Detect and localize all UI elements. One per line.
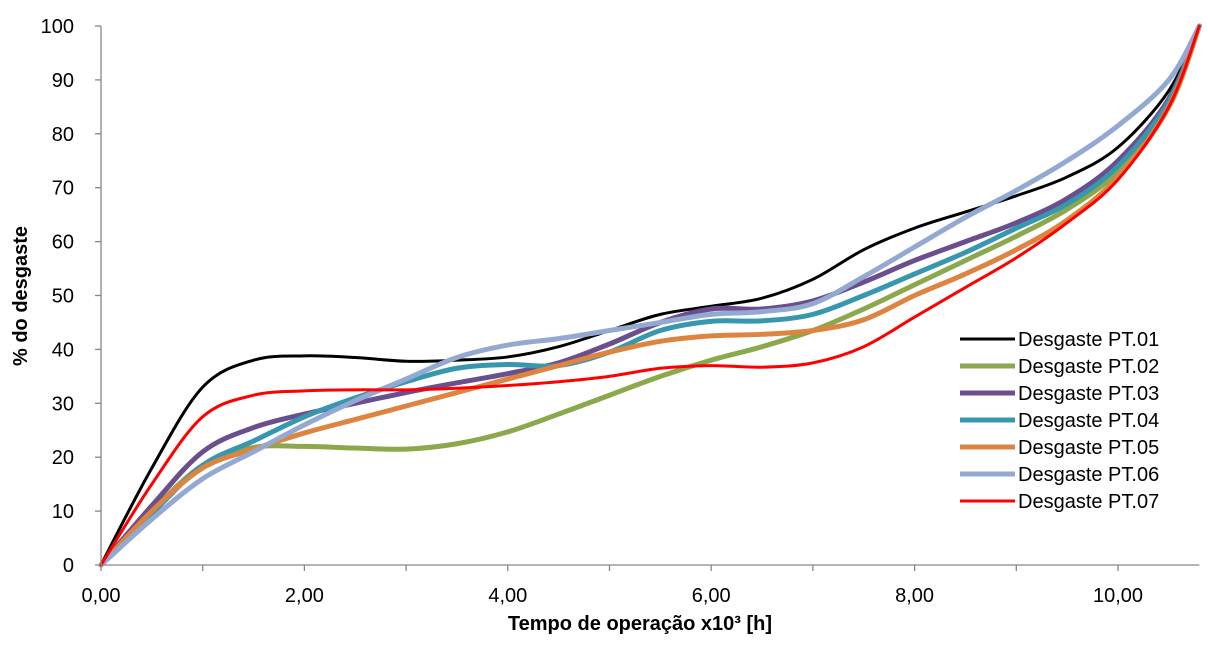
tick-marks <box>95 25 1119 571</box>
y-tick-label: 10 <box>52 501 74 523</box>
x-tick-label: 4,00 <box>488 585 527 607</box>
y-axis-title: % do desgaste <box>10 226 32 366</box>
x-tick-label: 0,00 <box>82 585 121 607</box>
y-tick-label: 30 <box>52 393 74 415</box>
legend: Desgaste PT.01 Desgaste PT.02 Desgaste PT.… <box>960 329 1159 513</box>
legend-item: Desgaste PT.04 <box>960 410 1159 432</box>
series-line-4 <box>98 23 1202 568</box>
y-tick-label: 0 <box>63 555 74 577</box>
legend-item: Desgaste PT.07 <box>960 491 1159 513</box>
legend-item: Desgaste PT.01 <box>960 329 1159 351</box>
y-tick-label: 50 <box>52 286 74 308</box>
legend-item: Desgaste PT.02 <box>960 356 1159 378</box>
series-line-5 <box>98 23 1202 568</box>
series-line-6 <box>98 23 1202 568</box>
series-line-1 <box>99 24 1201 567</box>
legend-label: Desgaste PT.01 <box>1018 329 1159 351</box>
legend-label: Desgaste PT.03 <box>1018 383 1159 405</box>
series-line-7 <box>99 24 1201 567</box>
x-axis-title: Tempo de operação x10³ [h] <box>508 613 772 635</box>
y-tick-label: 100 <box>41 16 74 38</box>
y-tick-label: 20 <box>52 447 74 469</box>
legend-item: Desgaste PT.06 <box>960 464 1159 486</box>
legend-label: Desgaste PT.05 <box>1018 437 1159 459</box>
y-tick-label: 90 <box>52 70 74 92</box>
legend-item: Desgaste PT.03 <box>960 383 1159 405</box>
legend-label: Desgaste PT.04 <box>1018 410 1159 432</box>
y-tick-label: 60 <box>52 232 74 254</box>
series-lines <box>98 23 1202 568</box>
legend-label: Desgaste PT.06 <box>1018 464 1159 486</box>
legend-label: Desgaste PT.02 <box>1018 356 1159 378</box>
x-tick-label: 8,00 <box>895 585 934 607</box>
x-tick-label: 10,00 <box>1093 585 1143 607</box>
axes <box>100 26 1200 566</box>
x-tick-label: 2,00 <box>285 585 324 607</box>
y-tick-label: 70 <box>52 178 74 200</box>
y-tick-labels: 0 10 20 30 40 50 60 70 80 90 100 <box>41 16 74 577</box>
y-tick-label: 40 <box>52 339 74 361</box>
y-tick-label: 80 <box>52 124 74 146</box>
legend-item: Desgaste PT.05 <box>960 437 1159 459</box>
legend-label: Desgaste PT.07 <box>1018 491 1159 513</box>
x-tick-labels: 0,00 2,00 4,00 6,00 8,00 10,00 <box>82 585 1144 607</box>
series-line-2 <box>98 23 1202 568</box>
x-tick-label: 6,00 <box>692 585 731 607</box>
